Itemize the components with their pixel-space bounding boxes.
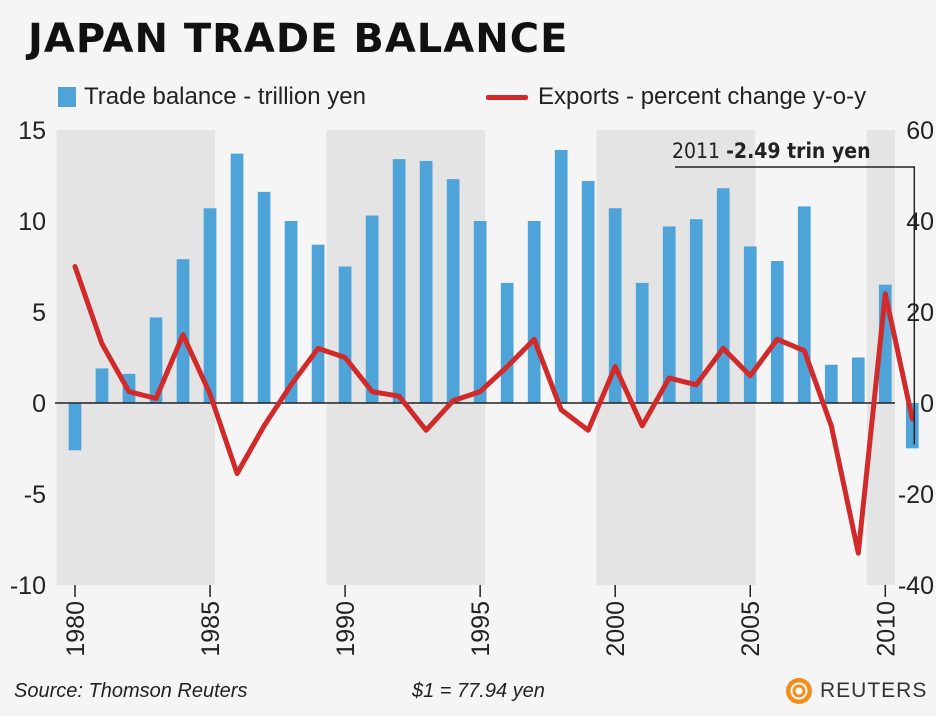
bar	[689, 219, 703, 403]
exchange-rate-note: $1 = 77.94 yen	[412, 680, 545, 702]
chart-title: JAPAN TRADE BALANCE	[28, 16, 569, 62]
left-tick-label: 0	[32, 390, 46, 418]
bar	[716, 188, 730, 403]
source-note: Source: Thomson Reuters	[14, 680, 248, 702]
bar	[149, 317, 163, 403]
legend-bars-label: Trade balance - trillion yen	[84, 83, 366, 110]
bar	[662, 226, 676, 403]
bar	[68, 403, 82, 451]
reuters-logo: REUTERS	[786, 678, 927, 704]
left-tick-label: -5	[24, 481, 46, 509]
bar	[392, 159, 406, 403]
legend-item-line: Exports - percent change y-o-y	[486, 82, 866, 112]
right-tick-label: 0	[920, 390, 934, 418]
x-tick-label: 1980	[62, 601, 90, 657]
x-tick-label: 2005	[737, 601, 765, 657]
annotation-leader	[675, 166, 916, 445]
exports-line	[72, 264, 915, 556]
right-tick-label: 20	[906, 299, 934, 327]
bar	[851, 357, 865, 403]
bar	[419, 160, 433, 403]
annotation-year: 2011	[672, 139, 726, 163]
bar	[95, 368, 109, 403]
bar	[284, 221, 298, 403]
bar	[635, 282, 649, 403]
bar	[770, 261, 784, 403]
x-tick-label: 1990	[332, 601, 360, 657]
left-tick-label: 10	[18, 208, 46, 236]
bar	[257, 191, 271, 403]
bar	[608, 208, 622, 403]
left-tick-label: 5	[32, 299, 46, 327]
x-tick-label: 1985	[197, 601, 225, 657]
annotation-label: 2011 -2.49 trin yen	[672, 139, 871, 163]
bar	[338, 266, 352, 403]
bar	[500, 282, 514, 403]
bar	[365, 215, 379, 403]
bar	[743, 246, 757, 403]
left-tick-label: 15	[18, 117, 46, 145]
bar	[446, 179, 460, 403]
bar	[203, 208, 217, 403]
reuters-logo-icon	[786, 678, 812, 704]
reuters-logo-text: REUTERS	[820, 679, 928, 702]
bar	[797, 206, 811, 403]
bar	[554, 150, 568, 403]
legend-line-swatch	[486, 94, 528, 100]
right-tick-label: -40	[898, 572, 934, 600]
x-tick-label: 2010	[872, 601, 900, 657]
bar	[581, 180, 595, 403]
x-tick-label: 1995	[467, 601, 495, 657]
bar	[527, 221, 541, 403]
bar	[311, 244, 325, 403]
annotation-value: -2.49 trin yen	[726, 139, 870, 163]
legend-item-bars: Trade balance - trillion yen	[58, 82, 366, 112]
legend-bar-swatch	[58, 87, 76, 107]
right-tick-label: 60	[906, 117, 934, 145]
bar	[473, 221, 487, 403]
right-tick-label: -20	[898, 481, 934, 509]
bar	[176, 259, 190, 403]
right-tick-label: 40	[906, 208, 934, 236]
legend-line-label: Exports - percent change y-o-y	[538, 83, 867, 110]
bar	[230, 153, 244, 403]
left-tick-label: -10	[10, 572, 46, 600]
x-tick-label: 2000	[602, 601, 630, 657]
bar	[824, 364, 838, 403]
